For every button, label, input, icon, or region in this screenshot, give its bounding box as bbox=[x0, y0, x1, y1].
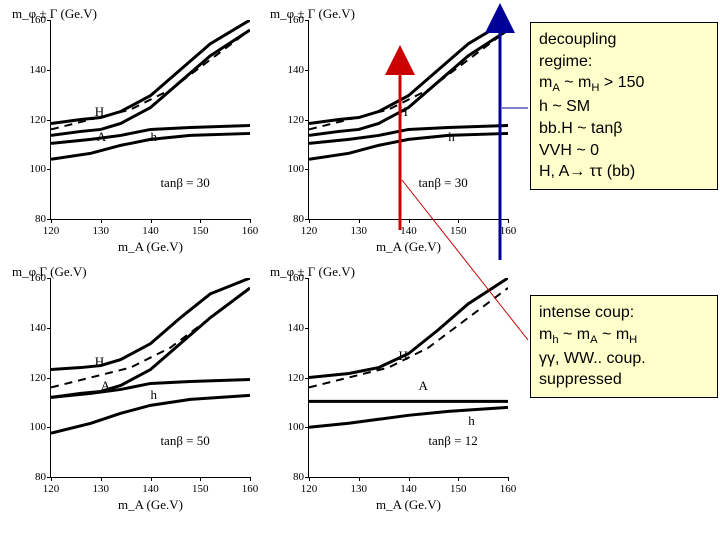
label-H: H bbox=[95, 104, 104, 120]
ytick: 80 bbox=[21, 471, 46, 483]
label-tanbeta: tanβ = 12 bbox=[428, 433, 477, 449]
xtick: 130 bbox=[93, 483, 110, 495]
curves-svg bbox=[309, 20, 508, 219]
ytick: 100 bbox=[21, 163, 46, 175]
panel-bottom-left: m_φ Γ (Ge.V) H A h tanβ = 50 m_A (Ge.V) … bbox=[10, 268, 260, 518]
note-decoupling: decouplingregime:mA ~ mH > 150h ~ SMbb.H… bbox=[530, 22, 718, 190]
label-H: H bbox=[399, 348, 408, 364]
ytick: 120 bbox=[279, 114, 304, 126]
xtick: 130 bbox=[351, 225, 368, 237]
xtick: 120 bbox=[301, 483, 318, 495]
xtick: 150 bbox=[450, 483, 467, 495]
axes: H A h tanβ = 30 m_A (Ge.V) 8010012014016… bbox=[50, 20, 250, 220]
label-tanbeta: tanβ = 30 bbox=[160, 175, 209, 191]
xlabel: m_A (Ge.V) bbox=[376, 497, 441, 513]
label-h: h bbox=[448, 129, 455, 145]
xtick: 160 bbox=[500, 483, 517, 495]
xtick: 140 bbox=[400, 483, 417, 495]
panel-top-right: m_φ ± Γ (Ge.V) H h tanβ = 30 m_A (Ge.V) … bbox=[268, 10, 518, 260]
xtick: 130 bbox=[93, 225, 110, 237]
ytick: 140 bbox=[21, 322, 46, 334]
ytick: 160 bbox=[279, 272, 304, 284]
ytick: 160 bbox=[21, 14, 46, 26]
xtick: 140 bbox=[400, 225, 417, 237]
xtick: 160 bbox=[500, 225, 517, 237]
axes: H h tanβ = 30 m_A (Ge.V) 801001201401601… bbox=[308, 20, 508, 220]
ytick: 80 bbox=[279, 213, 304, 225]
ytick: 100 bbox=[279, 163, 304, 175]
xlabel: m_A (Ge.V) bbox=[118, 497, 183, 513]
label-A: A bbox=[97, 129, 106, 145]
ytick: 100 bbox=[279, 421, 304, 433]
panel-grid: m_φ ± Γ (Ge.V) H A h tanβ = 30 m_A (Ge.V… bbox=[10, 10, 518, 518]
xtick: 150 bbox=[192, 483, 209, 495]
ytick: 140 bbox=[21, 64, 46, 76]
label-H: H bbox=[399, 104, 408, 120]
xtick: 130 bbox=[351, 483, 368, 495]
ytick: 120 bbox=[279, 372, 304, 384]
label-h: h bbox=[151, 387, 158, 403]
xlabel: m_A (Ge.V) bbox=[376, 239, 441, 255]
panel-bottom-right: m_φ ± Γ (Ge.V) H A h tanβ = 12 m_A (Ge.V… bbox=[268, 268, 518, 518]
curves-svg bbox=[51, 20, 250, 219]
note-intense: intense coup:mh ~ mA ~ mHγγ, WW.. coup.s… bbox=[530, 295, 718, 398]
ytick: 80 bbox=[21, 213, 46, 225]
ytick: 140 bbox=[279, 322, 304, 334]
panel-top-left: m_φ ± Γ (Ge.V) H A h tanβ = 30 m_A (Ge.V… bbox=[10, 10, 260, 260]
label-A: A bbox=[418, 378, 427, 394]
xtick: 120 bbox=[301, 225, 318, 237]
label-h: h bbox=[468, 413, 475, 429]
ytick: 120 bbox=[21, 372, 46, 384]
xlabel: m_A (Ge.V) bbox=[118, 239, 183, 255]
label-A: A bbox=[101, 378, 110, 394]
ytick: 120 bbox=[21, 114, 46, 126]
xtick: 160 bbox=[242, 225, 259, 237]
ytick: 140 bbox=[279, 64, 304, 76]
axes: H A h tanβ = 12 m_A (Ge.V) 8010012014016… bbox=[308, 278, 508, 478]
ytick: 100 bbox=[21, 421, 46, 433]
xtick: 120 bbox=[43, 483, 60, 495]
xtick: 160 bbox=[242, 483, 259, 495]
xtick: 140 bbox=[142, 225, 159, 237]
label-tanbeta: tanβ = 50 bbox=[160, 433, 209, 449]
label-tanbeta: tanβ = 30 bbox=[418, 175, 467, 191]
xtick: 140 bbox=[142, 483, 159, 495]
ytick: 80 bbox=[279, 471, 304, 483]
ytick: 160 bbox=[21, 272, 46, 284]
axes: H A h tanβ = 50 m_A (Ge.V) 8010012014016… bbox=[50, 278, 250, 478]
xtick: 120 bbox=[43, 225, 60, 237]
label-H: H bbox=[95, 354, 104, 370]
ytick: 160 bbox=[279, 14, 304, 26]
curves-svg bbox=[309, 278, 508, 477]
xtick: 150 bbox=[192, 225, 209, 237]
curves-svg bbox=[51, 278, 250, 477]
xtick: 150 bbox=[450, 225, 467, 237]
label-h: h bbox=[151, 129, 158, 145]
